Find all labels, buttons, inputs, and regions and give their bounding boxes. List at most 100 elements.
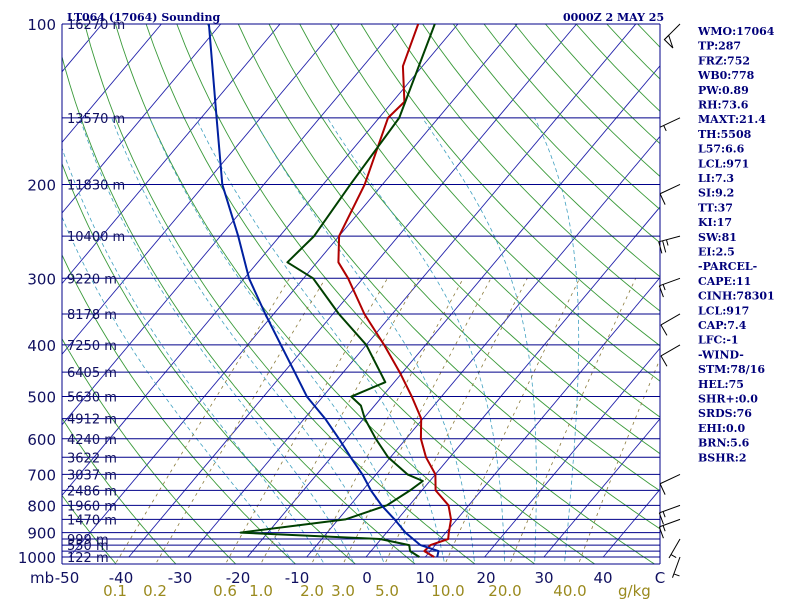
- temperature-tick-label: -20: [226, 569, 251, 587]
- dry-adiabat-line: [176, 24, 656, 564]
- wind-barb-staff: [660, 313, 681, 326]
- mixing-ratio-label: 0.1: [103, 582, 127, 600]
- height-label: 13570 m: [67, 112, 125, 127]
- wind-barb-feather: [660, 324, 668, 336]
- wind-barb-feather: [659, 483, 666, 495]
- mixing-ratio-label: 1.0: [249, 582, 273, 600]
- pressure-tick-label: 100: [27, 16, 56, 34]
- wind-barb-half-feather: [663, 125, 667, 132]
- temperature-tick-label: 10: [415, 569, 434, 587]
- index-value: HEL:75: [698, 378, 744, 391]
- index-value: BRN:5.6: [698, 437, 750, 450]
- mixing-ratio-line: [578, 358, 660, 564]
- isotherm-line: [484, 347, 660, 558]
- wind-barb-half-feather: [662, 511, 666, 518]
- pressure-tick-label: 800: [27, 497, 56, 515]
- mixing-ratio-label: 40.0: [553, 582, 586, 600]
- isotherm-line: [62, 24, 222, 214]
- pressure-tick-label: 300: [27, 270, 56, 288]
- wind-barbs: [658, 23, 681, 578]
- pressure-tick-label: 700: [27, 466, 56, 484]
- mixing-ratio-label: 2.0: [300, 582, 324, 600]
- moist-adiabat-line: [534, 117, 580, 564]
- index-value: SI:9.2: [698, 187, 734, 200]
- temperature-tick-label: -40: [109, 569, 134, 587]
- dry-adiabat-line: [145, 24, 596, 564]
- dry-adiabat-line: [62, 54, 416, 564]
- index-value: CINH:78301: [698, 290, 775, 303]
- height-label: 9220 m: [67, 272, 117, 287]
- mixing-ratio-label: 0.2: [143, 582, 167, 600]
- dry-adiabat-line: [299, 24, 660, 418]
- mixing-ratio-line: [444, 278, 581, 564]
- wind-barb-staff: [660, 344, 681, 357]
- isotherm-line: [62, 24, 162, 144]
- dry-adiabat-line: [84, 24, 476, 564]
- temperature-trace: [337, 24, 452, 558]
- wind-barb-feather: [658, 285, 664, 298]
- dry-adiabat-line: [237, 24, 660, 492]
- height-label: 16270 m: [67, 18, 125, 33]
- index-value: L57:6.6: [698, 143, 745, 156]
- temperature-tick-label: 0: [362, 569, 372, 587]
- index-value: -WIND-: [698, 348, 744, 361]
- wind-barb-feather: [662, 240, 667, 253]
- height-label: 999 m: [67, 533, 109, 548]
- dry-adiabat-line: [330, 24, 660, 382]
- wind-barb-feather: [660, 355, 668, 367]
- index-value: TH:5508: [698, 128, 752, 141]
- height-label: 122 m: [67, 551, 109, 566]
- index-value: CAPE:11: [698, 275, 751, 288]
- height-label: 1470 m: [67, 513, 117, 528]
- mixing-ratio-label: 5.0: [375, 582, 399, 600]
- mixing-ratio-line: [509, 278, 637, 564]
- index-value: LFC:-1: [698, 334, 739, 347]
- isotherm-line: [62, 24, 340, 355]
- temperature-tick-label: -50: [55, 569, 80, 587]
- dry-adiabat-line: [62, 337, 237, 564]
- temperature-tick-label: -30: [168, 569, 193, 587]
- pressure-tick-label: 500: [27, 389, 56, 407]
- index-value: LI:7.3: [698, 172, 734, 185]
- wind-barb: [660, 313, 681, 336]
- height-label: 2486 m: [67, 484, 117, 499]
- height-label: 7250 m: [67, 339, 117, 354]
- pressure-unit-label: mb: [30, 569, 54, 587]
- height-label: 10400 m: [67, 230, 125, 245]
- pressure-tick-label: 1000: [18, 549, 56, 567]
- sounding-traces: [207, 24, 452, 558]
- wind-barb: [660, 344, 681, 367]
- index-value: WMO:17064: [697, 25, 775, 38]
- wind-barb-feather: [658, 526, 664, 539]
- height-label: 550 m: [67, 539, 109, 554]
- index-value: SRDS:76: [698, 407, 752, 420]
- pressure-tick-label: 600: [27, 431, 56, 449]
- wind-barb-half-feather: [665, 239, 669, 246]
- temperature-tick-label: 30: [534, 569, 553, 587]
- wind-barb-half-feather: [670, 554, 677, 558]
- height-label: 11830 m: [67, 178, 125, 193]
- temperature-tick-label: -10: [285, 569, 310, 587]
- isotherm-line: [365, 206, 660, 558]
- wind-barb-feather: [658, 241, 663, 254]
- dry-adiabat-line: [114, 24, 536, 564]
- dry-adiabat-line: [62, 494, 117, 564]
- index-value: TP:287: [698, 40, 741, 53]
- height-label: 6405 m: [67, 366, 117, 381]
- index-value: TT:37: [698, 201, 733, 214]
- wind-barb: [663, 23, 681, 49]
- mixing-ratio-line: [114, 278, 290, 564]
- mixing-ratio-line: [384, 278, 528, 564]
- isotherm-line: [62, 24, 459, 497]
- index-value: KI:17: [698, 216, 732, 229]
- parcel-trace: [207, 24, 440, 558]
- index-value: LCL:917: [698, 304, 749, 317]
- isotherm-line: [543, 418, 660, 558]
- height-label: 4240 m: [67, 433, 117, 448]
- wind-barb-feather: [658, 512, 664, 525]
- wind-barb-staff: [658, 235, 681, 243]
- mixing-ratio-line: [342, 278, 492, 564]
- wind-barb-staff: [668, 538, 681, 559]
- mixing-ratio-label: 10.0: [431, 582, 464, 600]
- isotherm-line: [306, 135, 660, 558]
